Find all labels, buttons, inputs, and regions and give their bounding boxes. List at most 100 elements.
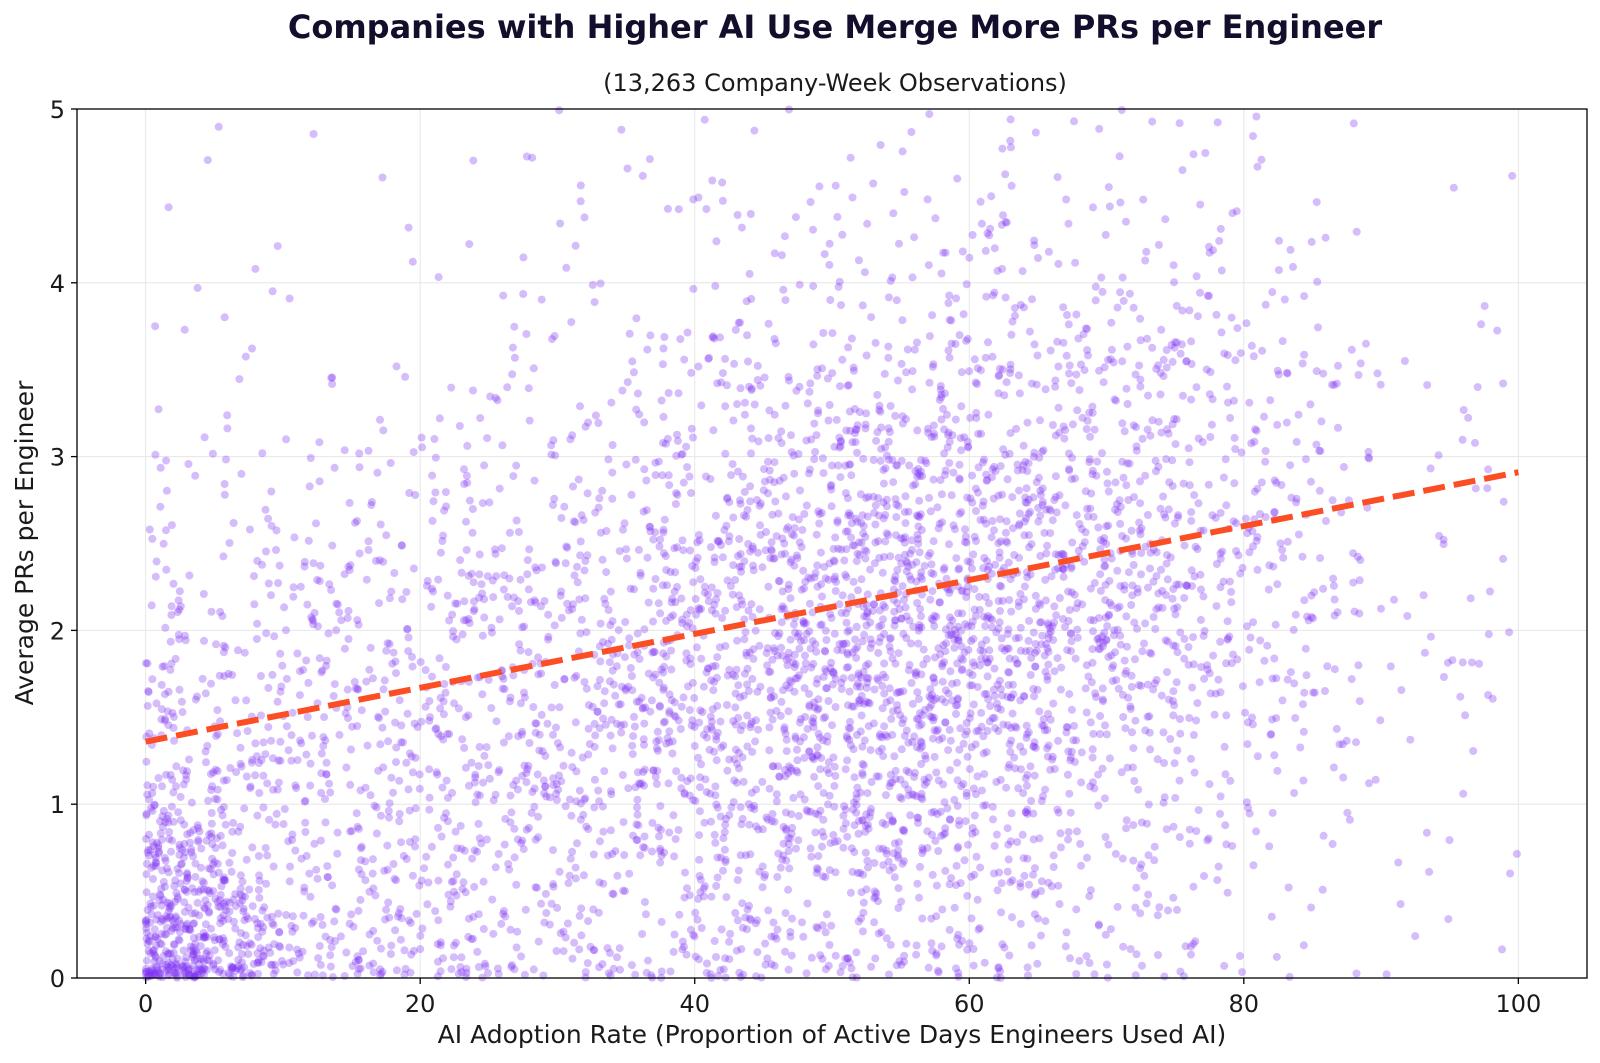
scatter-point [718, 553, 727, 562]
scatter-point [1272, 478, 1281, 487]
scatter-point [709, 686, 718, 695]
scatter-point [707, 583, 716, 592]
scatter-point [330, 917, 339, 926]
scatter-point [836, 382, 844, 391]
scatter-point [673, 436, 682, 445]
scatter-point [917, 526, 926, 535]
scatter-point [1330, 595, 1339, 604]
scatter-point [954, 930, 963, 939]
scatter-point [172, 959, 180, 968]
scatter-point [981, 654, 990, 663]
scatter-point [932, 727, 941, 736]
scatter-point [994, 372, 1003, 380]
scatter-point [1439, 535, 1448, 544]
scatter-point [470, 778, 479, 787]
scatter-point [1096, 712, 1105, 720]
scatter-point [692, 610, 701, 619]
scatter-point [1150, 679, 1159, 688]
scatter-point [617, 125, 626, 134]
scatter-point [744, 687, 753, 695]
scatter-point [746, 547, 755, 556]
scatter-point [677, 450, 686, 459]
scatter-point [918, 849, 927, 858]
scatter-point [826, 664, 835, 673]
scatter-point [1180, 541, 1189, 550]
scatter-point [753, 496, 761, 504]
scatter-point [368, 869, 377, 878]
scatter-point [842, 609, 850, 618]
scatter-point [603, 851, 612, 860]
scatter-point [1065, 606, 1074, 614]
scatter-point [1316, 447, 1325, 455]
scatter-point [772, 706, 781, 715]
scatter-point [1064, 828, 1073, 836]
scatter-point [407, 752, 416, 761]
scatter-point [437, 732, 445, 741]
scatter-point [509, 593, 518, 602]
scatter-point [315, 942, 324, 950]
scatter-point [1278, 337, 1287, 346]
scatter-point [710, 558, 719, 566]
scatter-point [369, 968, 378, 977]
scatter-point [590, 803, 599, 812]
scatter-point [856, 490, 865, 499]
scatter-point [843, 648, 852, 657]
scatter-point [1273, 366, 1282, 375]
scatter-point [285, 943, 294, 952]
scatter-point [1011, 655, 1020, 664]
scatter-point [1005, 668, 1014, 677]
scatter-point [782, 826, 791, 835]
scatter-point [1067, 747, 1076, 756]
scatter-point [1079, 330, 1088, 339]
scatter-point [905, 660, 914, 669]
scatter-point [1101, 596, 1110, 605]
scatter-point [1025, 616, 1034, 625]
scatter-point [780, 539, 789, 548]
scatter-point [654, 823, 663, 832]
scatter-point [1191, 937, 1200, 946]
scatter-point [937, 390, 946, 399]
scatter-point [1031, 662, 1040, 671]
scatter-point [150, 925, 159, 934]
scatter-point [207, 809, 216, 817]
scatter-point [936, 650, 945, 659]
scatter-point [484, 969, 492, 978]
scatter-point [734, 318, 743, 327]
scatter-point [944, 428, 953, 437]
scatter-point [1080, 557, 1089, 566]
scatter-point [630, 722, 639, 731]
scatter-point [1141, 471, 1150, 480]
scatter-point [1089, 616, 1098, 625]
scatter-point [702, 205, 711, 214]
scatter-point [981, 246, 990, 255]
scatter-point [747, 384, 756, 393]
scatter-point [834, 544, 843, 553]
scatter-point [1044, 660, 1053, 669]
scatter-point [508, 602, 516, 611]
scatter-point [1334, 423, 1342, 432]
scatter-point [1169, 641, 1178, 650]
scatter-point [364, 546, 373, 554]
scatter-point [963, 557, 972, 566]
scatter-point [858, 769, 867, 777]
scatter-point [1279, 553, 1288, 562]
scatter-point [765, 784, 774, 793]
scatter-point [1015, 389, 1024, 398]
scatter-point [1119, 473, 1128, 482]
scatter-point [954, 622, 963, 631]
scatter-point [842, 732, 851, 740]
scatter-point [275, 927, 284, 936]
scatter-point [1345, 815, 1354, 824]
scatter-point [168, 916, 177, 925]
scatter-point [1185, 458, 1194, 467]
scatter-point [938, 662, 947, 671]
scatter-point [885, 782, 894, 791]
scatter-point [489, 593, 498, 602]
scatter-point [274, 778, 283, 787]
scatter-point [1008, 709, 1017, 718]
scatter-point [1274, 266, 1283, 275]
scatter-point [1066, 629, 1075, 638]
scatter-point [963, 891, 972, 900]
scatter-point [1170, 519, 1179, 528]
scatter-point [1164, 906, 1172, 915]
